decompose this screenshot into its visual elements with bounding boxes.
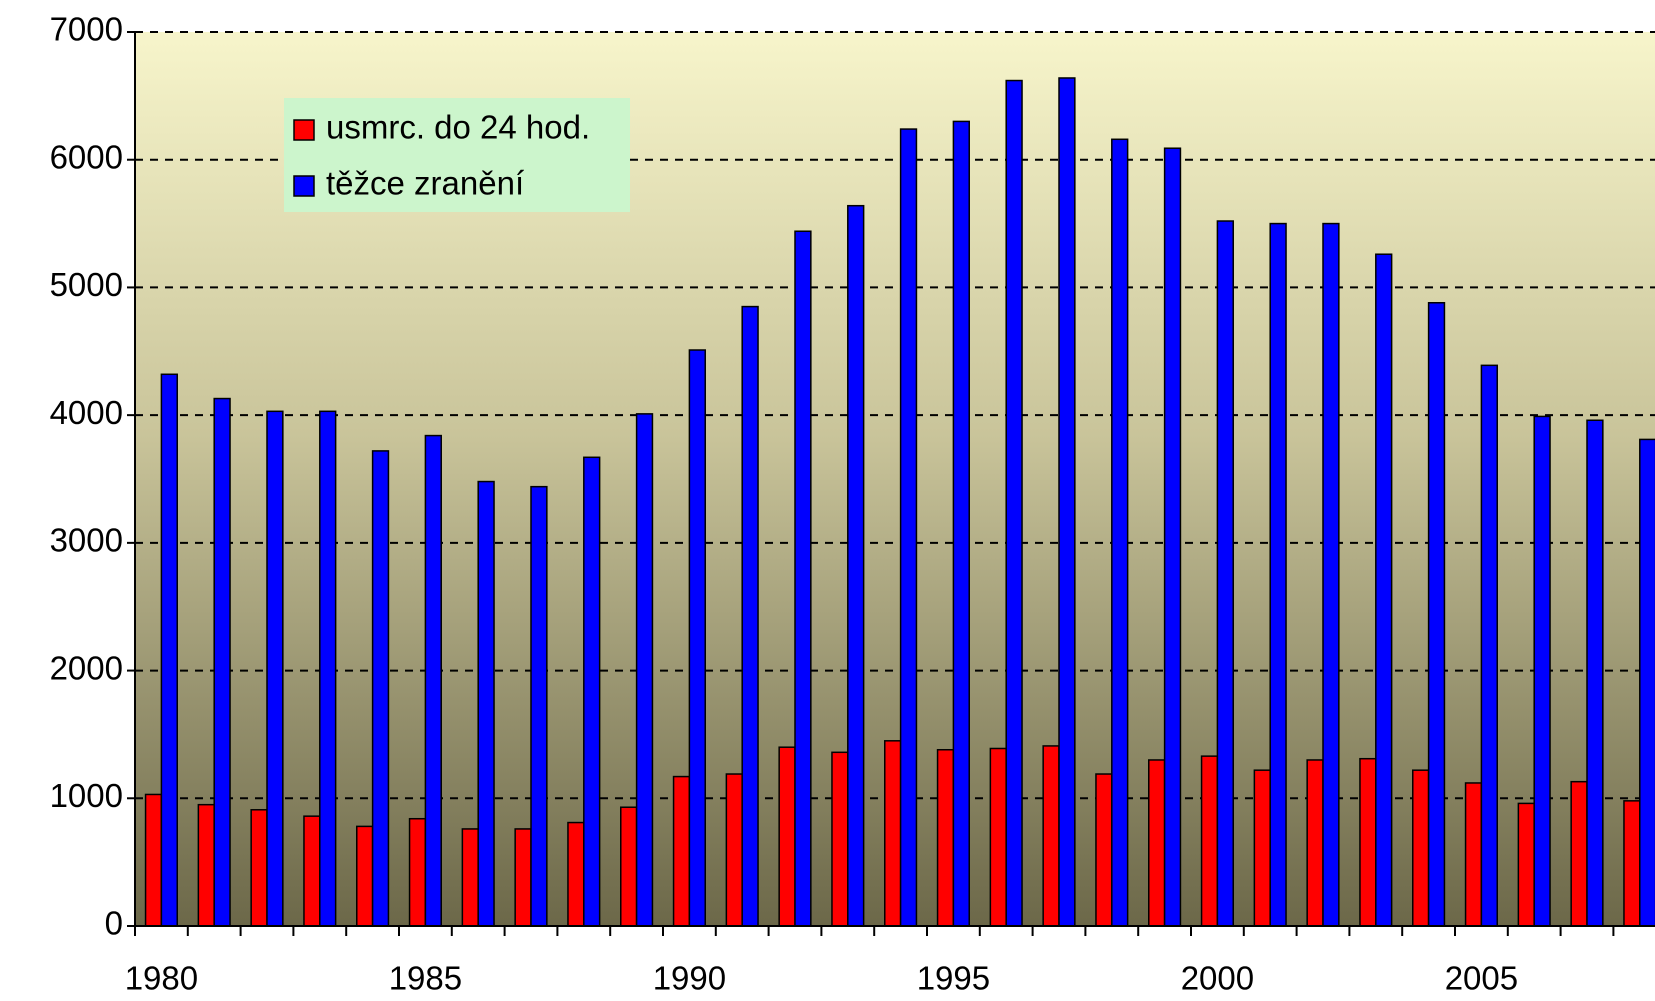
x-tick-label: 1985 <box>389 960 462 997</box>
x-tick-label: 1980 <box>125 960 198 997</box>
bar <box>884 740 902 927</box>
bar <box>778 746 796 927</box>
bar <box>1533 415 1551 927</box>
bar <box>1586 419 1604 927</box>
bar <box>266 410 284 927</box>
bar <box>1111 138 1129 927</box>
bar <box>1375 253 1393 927</box>
x-tick-label: 1995 <box>917 960 990 997</box>
bar <box>794 230 812 927</box>
bar <box>725 773 743 927</box>
bar <box>1517 802 1535 927</box>
y-tick-label: 4000 <box>50 394 123 431</box>
bar <box>583 456 601 927</box>
bar <box>899 128 918 927</box>
bar <box>371 450 390 927</box>
bar <box>1163 147 1182 927</box>
legend-label: těžce zranění <box>326 165 524 202</box>
legend-swatch <box>293 175 315 197</box>
bar <box>1570 780 1588 927</box>
y-tick-label: 5000 <box>50 266 123 303</box>
bar <box>1480 364 1498 927</box>
bar <box>688 349 706 927</box>
legend-swatch <box>293 119 315 141</box>
y-tick-label: 7000 <box>50 11 123 48</box>
bar <box>197 803 215 927</box>
bar <box>1216 220 1234 927</box>
bar <box>1042 745 1060 927</box>
bar <box>831 751 849 927</box>
y-tick-label: 3000 <box>50 522 123 559</box>
bar <box>1306 759 1324 927</box>
bar <box>1322 222 1340 927</box>
bar <box>514 828 532 927</box>
bar <box>408 817 427 927</box>
y-tick-label: 0 <box>105 905 123 942</box>
bar <box>356 825 374 927</box>
bar <box>1253 769 1271 927</box>
bar <box>1005 79 1023 927</box>
bar <box>741 305 759 927</box>
bar <box>1412 769 1430 927</box>
bar <box>319 410 337 927</box>
bar <box>936 749 955 927</box>
bar <box>424 434 442 927</box>
bar <box>1058 77 1076 927</box>
bar <box>1623 800 1641 927</box>
bar <box>213 397 231 927</box>
bar <box>144 793 163 927</box>
bar <box>989 747 1007 927</box>
x-tick-label: 1990 <box>653 960 726 997</box>
y-tick-label: 2000 <box>50 649 123 686</box>
bar <box>1200 755 1219 927</box>
bar <box>567 821 585 927</box>
bar <box>1269 222 1287 927</box>
bar <box>303 815 321 927</box>
bar <box>1427 302 1446 927</box>
legend-box <box>284 98 630 212</box>
bar <box>1464 782 1483 927</box>
bar <box>1095 773 1113 927</box>
bar <box>635 413 654 927</box>
bar <box>1639 438 1655 927</box>
bar <box>1359 757 1377 927</box>
bar <box>620 806 638 927</box>
bar <box>952 120 970 927</box>
y-tick-label: 1000 <box>50 777 123 814</box>
x-tick-label: 2000 <box>1181 960 1254 997</box>
bar <box>477 480 495 927</box>
bar <box>672 775 691 927</box>
bar <box>250 809 268 927</box>
bar <box>530 485 548 927</box>
x-tick-label: 2005 <box>1445 960 1518 997</box>
y-tick-label: 6000 <box>50 138 123 175</box>
bar <box>160 373 178 927</box>
bar <box>847 204 865 927</box>
bar <box>461 828 479 927</box>
bar <box>1148 759 1166 927</box>
legend-label: usmrc. do 24 hod. <box>326 109 590 146</box>
